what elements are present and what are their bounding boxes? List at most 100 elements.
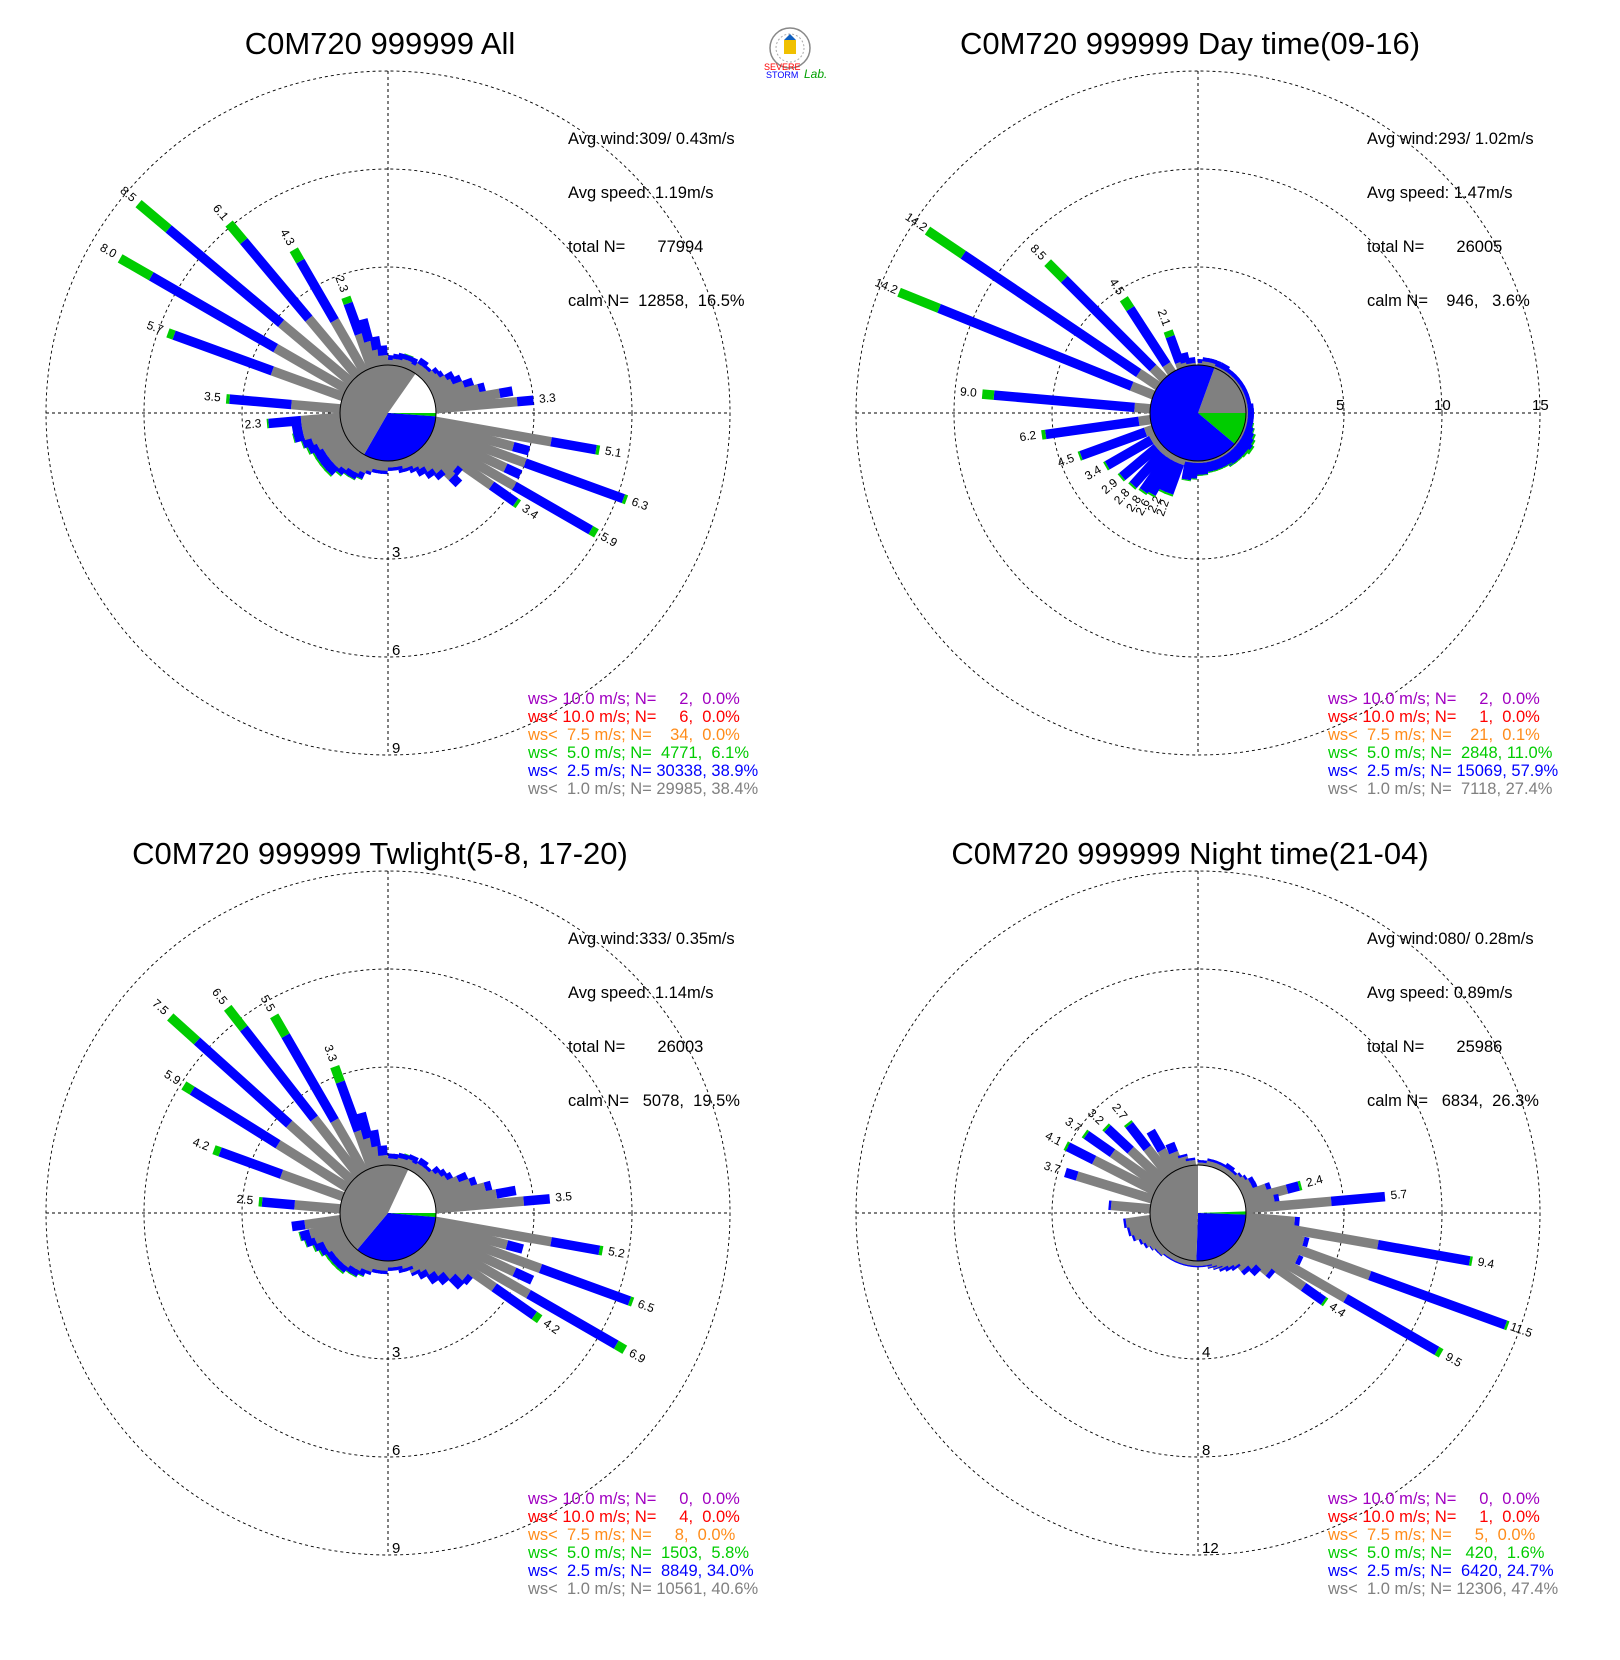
legend-entry: ws< 2.5 m/s; N= 6420, 24.7%: [1328, 1562, 1554, 1580]
bar-label: 8.5: [117, 183, 139, 205]
bar-segment-green: [266, 418, 270, 429]
bar-segment-gray: [421, 440, 458, 473]
wind-bar: [1081, 1129, 1162, 1190]
ring-circle: [241, 266, 535, 560]
bar-segment-gray: [421, 1240, 468, 1282]
bar-segment-green: [1063, 1141, 1071, 1151]
bar-segment-blue: [410, 1269, 421, 1277]
windrose-panel-all: 3 6 9 3.3 5.1 6.3 5.9 3.4 2.3 3.5 5.7 8.0 8.5 6.1 4.3 2…: [0, 0, 810, 830]
bar-segment-blue: [960, 250, 1142, 377]
wind-bar: [431, 424, 629, 505]
bar-segment-blue: [291, 1219, 306, 1232]
wind-bar: [427, 432, 599, 538]
bar-segment-blue: [538, 1264, 632, 1306]
bar-segment-green: [1119, 296, 1135, 312]
wind-bar: [433, 420, 531, 456]
bar-segment-green: [1146, 491, 1156, 498]
bar-segment-blue: [1157, 459, 1180, 493]
bar-segment-blue: [424, 468, 437, 480]
bar-segment-blue: [461, 1273, 473, 1286]
legend-entry: ws< 5.0 m/s; N= 1503, 5.8%: [528, 1544, 750, 1562]
bar-segment-blue: [1177, 1153, 1188, 1159]
bar-segment-blue: [1219, 1265, 1229, 1272]
bar-segment-gray: [434, 416, 552, 447]
bar-label: 4.3: [277, 227, 298, 249]
wind-bar: [1181, 459, 1195, 482]
bar-label: 5.7: [1390, 1187, 1408, 1202]
bar-segment-blue: [1343, 1294, 1440, 1356]
bar-segment-blue: [172, 330, 274, 376]
bar-segment-green: [1044, 259, 1068, 283]
bar-segment-gray: [279, 1169, 345, 1202]
bar-segment-green: [1041, 429, 1047, 440]
bar-segment-blue: [1108, 1200, 1112, 1211]
bar-segment-green: [512, 498, 522, 509]
wind-bar: [1123, 1120, 1173, 1179]
bar-segment-gray: [424, 436, 495, 490]
bar-segment-green: [1468, 1256, 1473, 1267]
bar-label: 2.1: [1155, 307, 1174, 328]
bar-label: 3.7: [1063, 1114, 1085, 1135]
bar-segment-blue: [512, 441, 531, 456]
bar-segment-green: [1102, 1123, 1111, 1132]
bar-segment-blue: [1104, 435, 1154, 470]
bar-segment-blue: [148, 272, 279, 353]
wind-bar: [981, 389, 1151, 414]
wind-bar: [897, 287, 1156, 400]
stats-block: Avg wind:309/ 0.43m/s Avg speed: 1.19m/s…: [568, 94, 745, 346]
bar-segment-blue: [1295, 1254, 1304, 1266]
legend-entry: ws< 7.5 m/s; N= 8, 0.0%: [528, 1526, 736, 1544]
bar-segment-gray: [345, 449, 365, 472]
bar-segment-blue: [1265, 1268, 1276, 1279]
bar-segment-gray: [378, 1155, 389, 1166]
bar-label: 9.5: [1443, 1349, 1465, 1370]
bar-segment-blue: [434, 469, 446, 481]
bar-segment-blue: [1129, 449, 1166, 489]
legend-entry: ws< 1.0 m/s; N= 7118, 27.4%: [1328, 780, 1553, 798]
wind-bar: [424, 1236, 543, 1324]
bar-segment-gray: [1109, 1149, 1162, 1190]
bar-segment-green: [292, 433, 296, 443]
wind-bar: [1063, 1141, 1158, 1196]
bar-segment-green: [117, 254, 154, 281]
wind-bar: [258, 1196, 341, 1214]
bar-segment-blue: [377, 345, 388, 356]
bar-segment-blue: [193, 1037, 293, 1128]
bar-segment-blue: [1139, 454, 1171, 494]
bar-segment-gray: [1143, 1145, 1173, 1179]
legend: ws> 10.0 m/s; N= 2, 0.0% ws< 10.0 m/s; N=…: [528, 690, 758, 798]
bar-label: 5.1: [604, 444, 623, 461]
bar-segment-blue: [1207, 1265, 1218, 1269]
wind-bar: [1103, 432, 1159, 471]
bar-segment-gray: [1237, 1232, 1349, 1303]
wind-bar: [1185, 357, 1197, 367]
bar-segment-blue: [1193, 462, 1203, 475]
bar-label: 2.4: [1305, 1172, 1325, 1190]
calm-circle: [1149, 1164, 1247, 1262]
bar-segment-blue: [1165, 1141, 1178, 1155]
wind-bar: [431, 1224, 635, 1307]
bar-segment-green: [341, 295, 353, 306]
bar-segment-blue: [218, 1147, 284, 1179]
bar-segment-green: [1138, 488, 1148, 496]
bar-segment-blue: [483, 1180, 493, 1192]
bar-label: 4.2: [541, 1316, 563, 1337]
wind-bar: [435, 395, 534, 414]
calm-circle: [339, 364, 437, 462]
bar-segment-blue: [368, 1129, 381, 1148]
calm-pie-slice: [1198, 1165, 1246, 1213]
bar-segment-blue: [398, 1267, 409, 1274]
stat-line: Avg speed: 0.89m/s: [1367, 984, 1513, 1002]
bar-segment-gray: [300, 412, 341, 426]
bar-segment-gray: [1091, 1155, 1158, 1196]
ring-circle: [45, 70, 731, 756]
legend-entry: ws< 7.5 m/s; N= 21, 0.1%: [1328, 726, 1540, 744]
ring-circle: [241, 1066, 535, 1360]
wind-bar: [1243, 1220, 1310, 1248]
legend-entry: ws< 10.0 m/s; N= 1, 0.0%: [1328, 708, 1540, 726]
bar-segment-green: [531, 1311, 543, 1324]
bar-segment-blue: [268, 415, 302, 429]
bar-segment-gray: [1134, 402, 1151, 414]
bar-segment-blue: [291, 423, 303, 435]
